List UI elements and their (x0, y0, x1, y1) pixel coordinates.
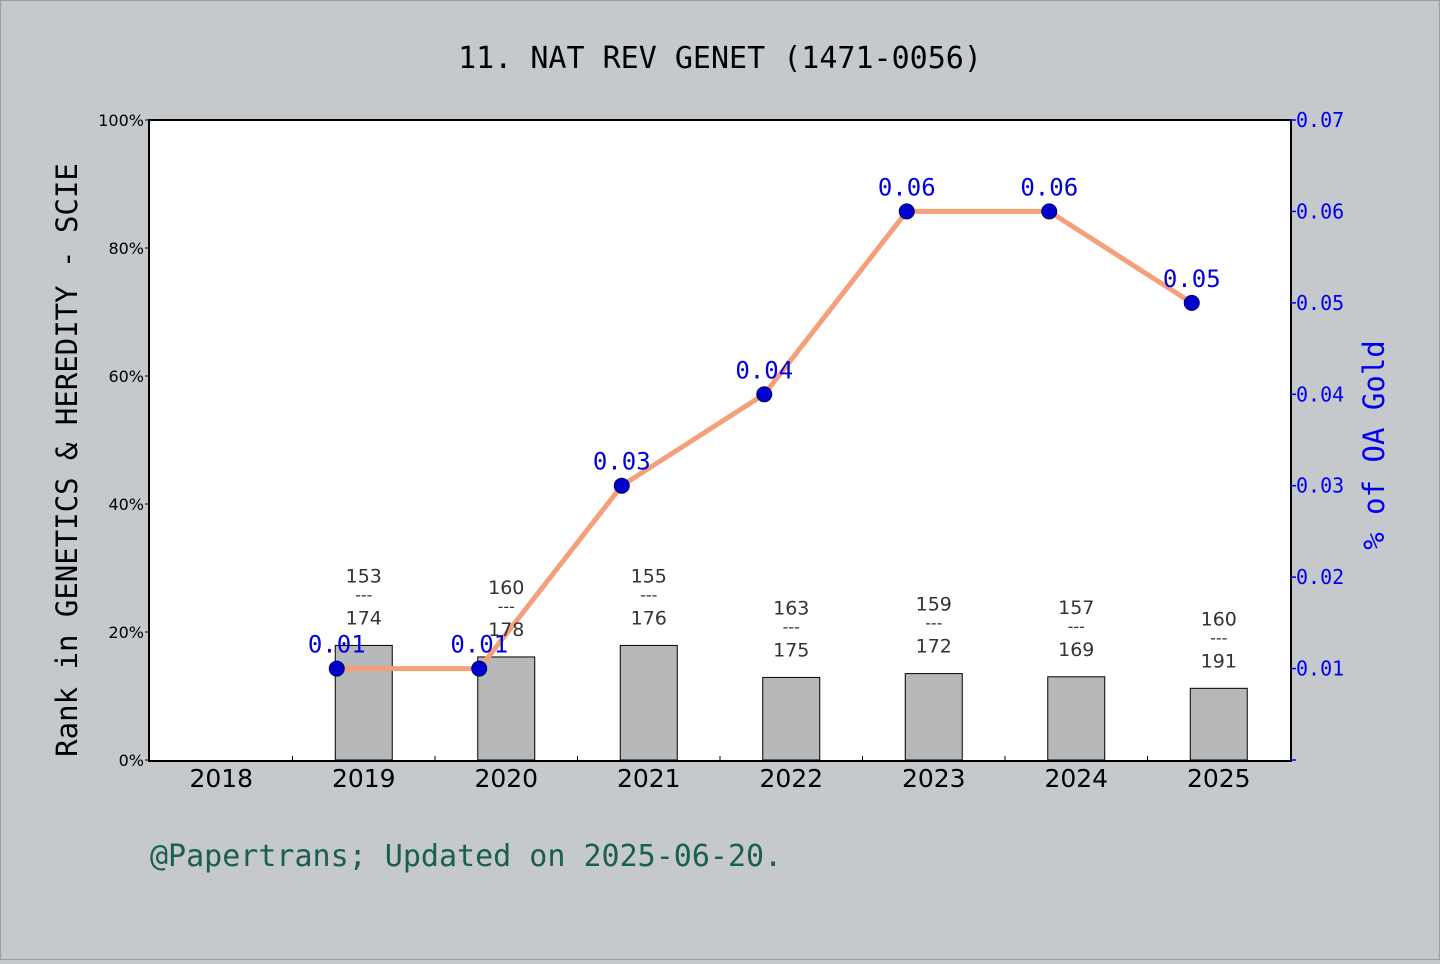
rank-total-label: 175 (773, 639, 809, 661)
rank-label: 153 (346, 565, 382, 587)
oa-gold-point (471, 660, 488, 677)
rank-separator: --- (925, 614, 942, 633)
bar (619, 644, 678, 761)
plot-area (148, 119, 1292, 762)
oa-gold-value-label: 0.03 (593, 448, 651, 476)
rank-separator: --- (1210, 628, 1227, 647)
bar (477, 656, 536, 761)
bars-layer (334, 644, 1248, 761)
y-right-tick-label: 0.03 (1296, 474, 1344, 498)
y-right-tick-label: 0.05 (1296, 291, 1344, 315)
oa-gold-point (328, 660, 345, 677)
y-right-tick-label: 0.07 (1296, 108, 1344, 132)
x-tick-label: 2021 (617, 764, 681, 793)
oa-gold-value-label: 0.01 (450, 631, 508, 659)
rank-label: 160 (488, 577, 524, 599)
rank-total-label: 176 (631, 607, 667, 629)
rank-label: 159 (916, 594, 952, 616)
chart-title: 11. NAT REV GENET (1471-0056) (458, 41, 982, 76)
x-tick-label: 2020 (474, 764, 538, 793)
rank-label: 163 (773, 597, 809, 619)
rank-total-label: 169 (1058, 639, 1094, 661)
x-tick-label: 2023 (902, 764, 966, 793)
rank-label: 160 (1201, 608, 1237, 630)
y-axis-label: Rank in GENETICS & HEREDITY - SCIE (50, 163, 84, 757)
line-layer (328, 203, 1200, 677)
x-tick-label: 2024 (1044, 764, 1108, 793)
y-tick-label: 100% (98, 111, 144, 130)
oa-gold-value-label: 0.06 (1020, 173, 1078, 201)
oa-gold-value-label: 0.01 (308, 631, 366, 659)
y-right-tick-label: 0.06 (1296, 199, 1344, 223)
oa-gold-value-label: 0.04 (735, 356, 793, 384)
rank-label: 157 (1058, 597, 1094, 619)
bar (1189, 687, 1248, 761)
rank-total-label: 178 (488, 619, 524, 641)
rank-separator: --- (640, 585, 657, 604)
oa-gold-point (613, 477, 630, 494)
y-tick-label: 80% (108, 239, 144, 258)
footer-credit: @Papertrans; Updated on 2025-06-20. (150, 839, 782, 874)
bar (334, 644, 393, 761)
rank-total-label: 174 (346, 607, 382, 629)
y-right-tick-label: 0.01 (1296, 657, 1344, 681)
oa-gold-value-label: 0.06 (878, 173, 936, 201)
rank-separator: --- (783, 617, 800, 636)
x-tick-label: 2019 (332, 764, 396, 793)
rank-total-label: 172 (916, 636, 952, 658)
oa-gold-point (1041, 203, 1058, 220)
y-right-tick-label: 0.02 (1296, 565, 1344, 589)
y-tick-label: 40% (108, 495, 144, 514)
oa-gold-point (898, 203, 915, 220)
bar (904, 673, 963, 761)
rank-separator: --- (498, 597, 515, 616)
rank-separator: --- (1068, 617, 1085, 636)
y-right-axis-label: % of OA Gold (1357, 340, 1391, 550)
oa-gold-point (1183, 294, 1200, 311)
bar (762, 676, 821, 761)
labels-layer: 2018 2019 2020 2021 2022 2023 2024 2025 0% 20% 40%… (98, 108, 1344, 793)
y-tick-label: 0% (119, 751, 144, 770)
y-right-tick-label: 0.04 (1296, 382, 1344, 406)
oa-gold-value-label: 0.05 (1163, 265, 1221, 293)
rank-total-label: 191 (1201, 650, 1237, 672)
ticks-layer (145, 119, 1296, 761)
bar (1047, 676, 1106, 761)
x-tick-label: 2018 (189, 764, 253, 793)
oa-gold-point (756, 386, 773, 403)
x-tick-label: 2022 (759, 764, 823, 793)
rank-label: 155 (631, 565, 667, 587)
y-tick-label: 60% (108, 367, 144, 386)
x-tick-label: 2025 (1187, 764, 1251, 793)
y-tick-label: 20% (108, 623, 144, 642)
rank-separator: --- (355, 585, 372, 604)
